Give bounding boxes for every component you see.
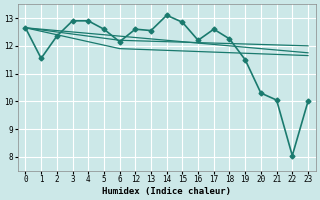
X-axis label: Humidex (Indice chaleur): Humidex (Indice chaleur) bbox=[102, 187, 231, 196]
